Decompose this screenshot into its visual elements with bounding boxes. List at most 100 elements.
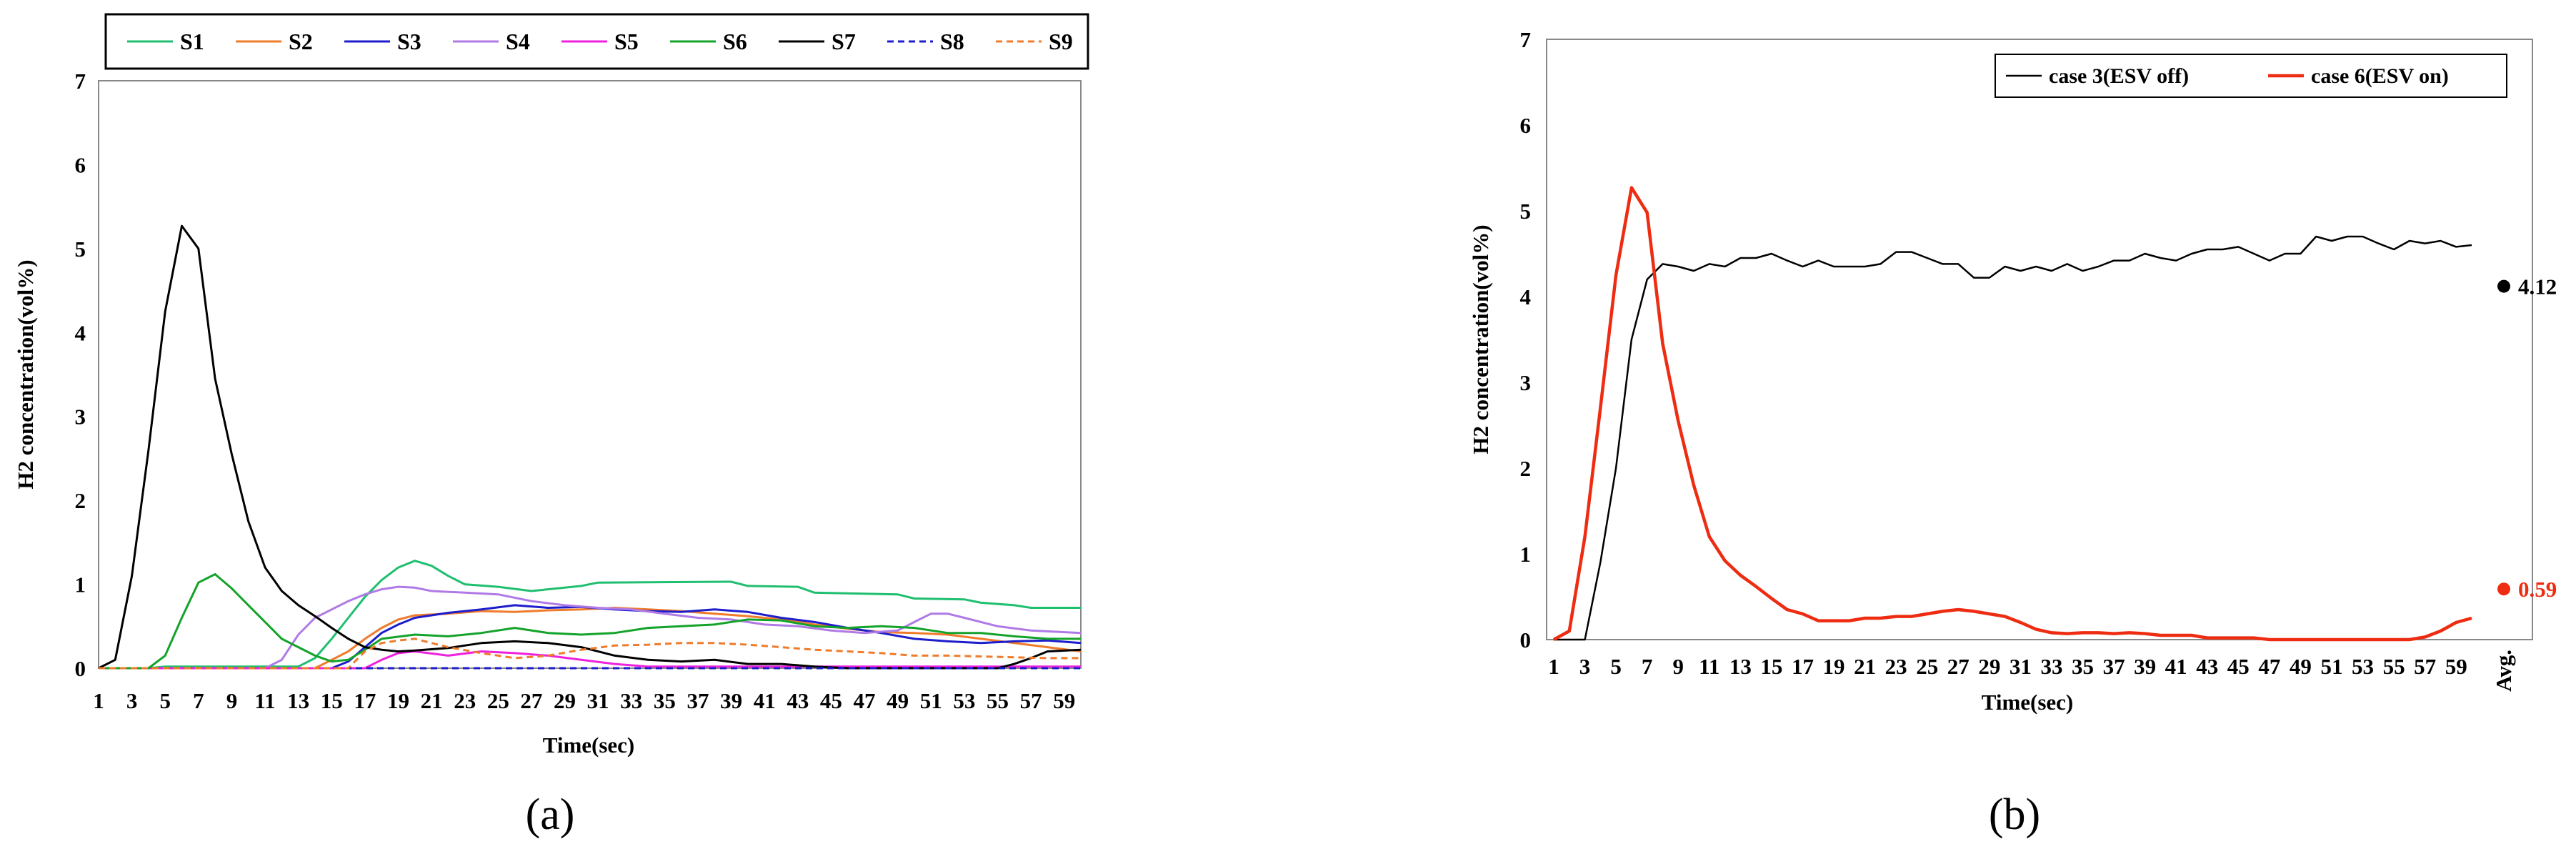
panel-a-x-tick-label: 49 <box>887 688 909 713</box>
panel-b-legend-box <box>1995 54 2507 98</box>
panel-b-x-tick-label: 23 <box>1885 654 1907 679</box>
panel-b-x-tick-label: 5 <box>1610 654 1622 679</box>
legend-label-s6: S6 <box>723 29 747 54</box>
panel-b-x-ticks: 1 3 5 7 9 11 13 15 17 19 21 23 25 27 29 31 33 35 37 39 41 43 4… <box>1548 650 2516 692</box>
panel-a-x-tick-label: 51 <box>920 688 942 713</box>
panel-b-x-tick-label: 27 <box>1947 654 1970 679</box>
panel-a-y-axis-label: H2 concentration(vol%) <box>13 259 38 489</box>
panel-b-avg-tick-label: Avg. <box>2491 650 2516 692</box>
panel-a-y-ticks: 0 1 2 3 4 5 6 7 <box>75 69 86 681</box>
avg-value-label-case-3: 4.12 <box>2518 274 2557 299</box>
panel-b-x-tick-label: 45 <box>2227 654 2250 679</box>
panel-b-y-tick-label: 6 <box>1520 113 1532 138</box>
panel-b-x-tick-label: 19 <box>1823 654 1845 679</box>
panel-a-x-tick-label: 29 <box>554 688 576 713</box>
panel-a-y-tick-label: 5 <box>75 237 86 262</box>
panel-a-x-tick-label: 9 <box>226 688 238 713</box>
panel-b-x-tick-label: 31 <box>2010 654 2032 679</box>
panel-b-x-tick-label: 15 <box>1760 654 1782 679</box>
panel-a-y-tick-label: 7 <box>75 69 86 94</box>
panel-b-y-tick-label: 2 <box>1520 456 1532 481</box>
panel-b-x-tick-label: 29 <box>1978 654 2000 679</box>
panel-b-x-tick-label: 25 <box>1916 654 1938 679</box>
panel-a-x-ticks: 1 3 5 7 9 11 13 15 17 19 21 23 25 27 29 31 33 35 37 39 41 43 4… <box>93 688 1075 713</box>
panel-a-series <box>98 224 1082 670</box>
panel-b-y-tick-label: 0 <box>1520 627 1532 652</box>
panel-b-y-tick-label: 5 <box>1520 199 1532 224</box>
panel-a-y-tick-label: 0 <box>75 656 86 681</box>
panel-b-x-axis-label: Time(sec) <box>1982 690 2074 715</box>
panel-a-plot-frame <box>98 80 1082 669</box>
legend-label-case-3: case 3(ESV off) <box>2049 64 2189 88</box>
series-line-s2 <box>99 607 1082 670</box>
panel-a-x-tick-label: 7 <box>193 688 204 713</box>
series-line-s5 <box>99 650 1081 670</box>
panel-b-x-tick-label: 51 <box>2320 654 2342 679</box>
legend-label-case-6: case 6(ESV on) <box>2311 64 2449 88</box>
panel-a-y-tick-label: 2 <box>75 488 86 513</box>
panel-a-x-tick-label: 47 <box>854 688 876 713</box>
panel-b-x-tick-label: 33 <box>2040 654 2062 679</box>
panel-a-x-tick-label: 11 <box>254 688 275 713</box>
panel-a-x-tick-label: 53 <box>953 688 975 713</box>
legend-label-s8: S8 <box>940 29 964 54</box>
panel-a-x-tick-label: 35 <box>654 688 676 713</box>
panel-b-x-tick-label: 35 <box>2072 654 2094 679</box>
panel-a-x-tick-label: 15 <box>321 688 343 713</box>
panel-a-x-tick-label: 37 <box>687 688 709 713</box>
panel-a-x-tick-label: 43 <box>787 688 809 713</box>
legend-label-s5: S5 <box>614 29 639 54</box>
panel-a-x-tick-label: 55 <box>987 688 1009 713</box>
legend-label-s2: S2 <box>289 29 313 54</box>
panel-a-x-tick-label: 31 <box>587 688 609 713</box>
series-line-case-3 <box>1554 235 2472 641</box>
panel-b-y-ticks: 0 1 2 3 4 5 6 7 <box>1520 27 1532 652</box>
panel-a-x-tick-label: 33 <box>620 688 642 713</box>
panel-a-label: (a) <box>526 790 575 839</box>
panel-b-x-tick-label: 9 <box>1672 654 1684 679</box>
panel-b-y-tick-label: 4 <box>1520 284 1532 309</box>
panel-a-x-tick-label: 23 <box>454 688 476 713</box>
panel-a-x-tick-label: 1 <box>93 688 104 713</box>
panel-b-x-tick-label: 53 <box>2352 654 2374 679</box>
series-line-s7 <box>98 224 1082 670</box>
panel-a-x-tick-label: 13 <box>287 688 309 713</box>
legend-label-s9: S9 <box>1049 29 1073 54</box>
legend-label-s4: S4 <box>506 29 530 54</box>
panel-a-legend: S1 S2 S3 S4 S5 S6 S7 S8 S9 <box>127 29 1073 54</box>
series-line-case-6 <box>1552 186 2472 642</box>
panel-b-legend: case 3(ESV off) case 6(ESV on) <box>2006 64 2449 88</box>
legend-label-s7: S7 <box>832 29 856 54</box>
panel-a-x-tick-label: 5 <box>159 688 171 713</box>
panel-b-y-tick-label: 3 <box>1520 370 1532 395</box>
legend-label-s1: S1 <box>180 29 204 54</box>
panel-a-x-tick-label: 3 <box>126 688 138 713</box>
panel-a-y-tick-label: 3 <box>75 404 86 430</box>
avg-value-label-case-6: 0.59 <box>2518 577 2557 602</box>
series-line-s9 <box>99 637 1081 670</box>
panel-a-x-tick-label: 57 <box>1020 688 1042 713</box>
panel-b-x-tick-label: 7 <box>1642 654 1653 679</box>
panel-b-x-tick-label: 11 <box>1699 654 1719 679</box>
panel-b-y-tick-label: 1 <box>1520 542 1532 567</box>
panel-a-x-tick-label: 39 <box>720 688 742 713</box>
panel-b-y-tick-label: 7 <box>1520 27 1532 52</box>
panel-b-x-tick-label: 1 <box>1548 654 1559 679</box>
avg-marker-case-6 <box>2497 582 2510 596</box>
panel-a-y-tick-label: 1 <box>75 572 86 597</box>
panel-a-x-tick-label: 19 <box>387 688 409 713</box>
panel-b-x-tick-label: 47 <box>2258 654 2280 679</box>
panel-b-x-tick-label: 43 <box>2196 654 2218 679</box>
panel-b-x-tick-label: 39 <box>2134 654 2156 679</box>
panel-b-x-tick-label: 57 <box>2414 654 2436 679</box>
panel-b-averages: 4.12 0.59 <box>2497 274 2557 602</box>
legend-label-s3: S3 <box>397 29 421 54</box>
panel-b-x-tick-label: 59 <box>2445 654 2467 679</box>
panel-a-x-tick-label: 17 <box>354 688 376 713</box>
panel-a-x-tick-label: 25 <box>487 688 509 713</box>
panel-a-x-tick-label: 21 <box>421 688 443 713</box>
panel-b-x-tick-label: 37 <box>2103 654 2125 679</box>
series-line-s4 <box>99 585 1082 670</box>
